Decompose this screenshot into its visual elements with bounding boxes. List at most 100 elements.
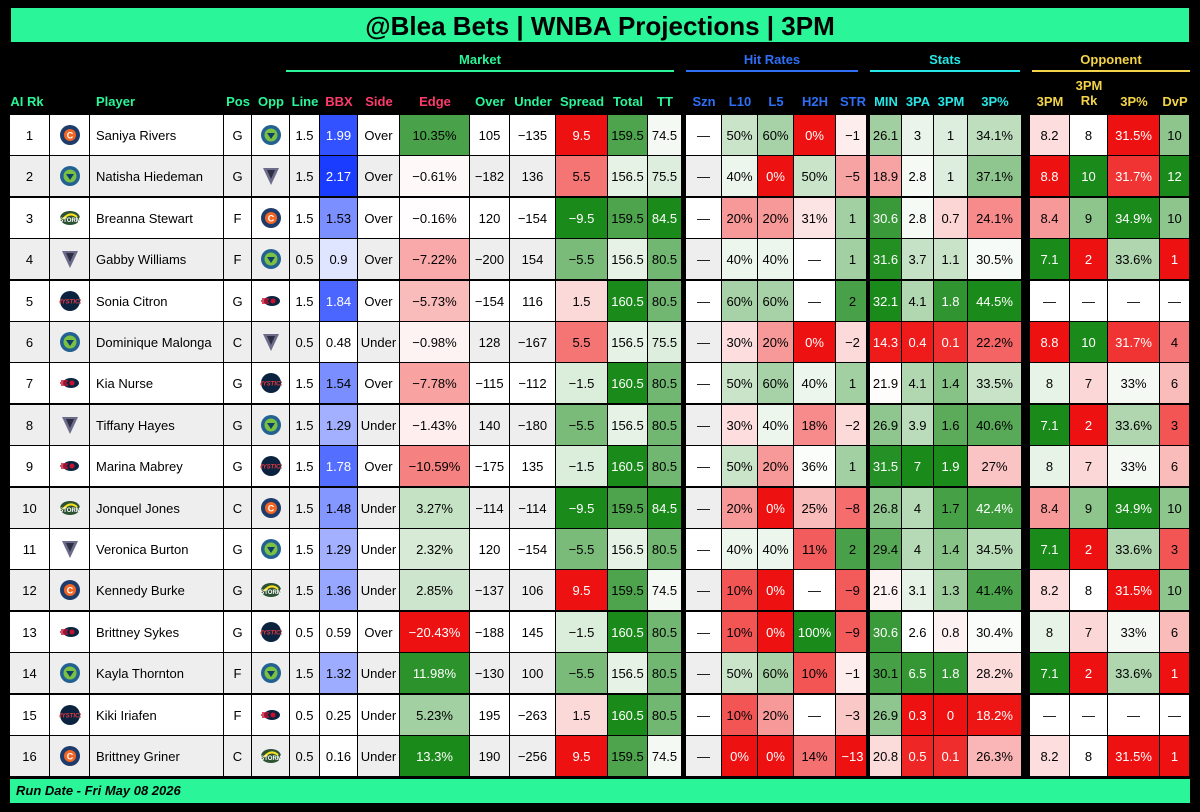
cell-spread: −5.5: [556, 529, 608, 570]
cell-szn: —: [686, 115, 722, 156]
cell-spread: −1.5: [556, 612, 608, 653]
cell-spread: 9.5: [556, 115, 608, 156]
cell-spread: −9.5: [556, 488, 608, 529]
cell-tt: 80.5: [648, 405, 682, 446]
cell-o-rk: 7: [1070, 612, 1108, 653]
cell-tpa: 4.1: [902, 363, 934, 404]
cell-tpa: 4: [902, 488, 934, 529]
cell-side: Over: [358, 198, 400, 239]
header-o-tpm: 3PM: [1036, 94, 1064, 109]
group-separator: [682, 156, 686, 197]
cell-min: 21.6: [870, 570, 902, 611]
cell-o-tpp: 33.6%: [1108, 239, 1160, 280]
cell-edge: −5.73%: [400, 281, 470, 322]
cell-under: −180: [510, 405, 556, 446]
cell-spread: −5.5: [556, 653, 608, 694]
cell-under: 154: [510, 239, 556, 280]
cell-rk: 16: [10, 736, 50, 777]
connecticut-sun-logo-icon: C: [59, 124, 81, 146]
cell-under: −154: [510, 529, 556, 570]
washington-mystics-logo-icon: MYSTICS: [260, 455, 282, 477]
group-separator: [682, 281, 686, 322]
cell-over: 120: [470, 529, 510, 570]
group-separator: [866, 570, 870, 611]
svg-text:STORM: STORM: [59, 508, 81, 514]
cell-o-tpp: 31.7%: [1108, 322, 1160, 363]
cell-pos: C: [224, 736, 252, 777]
group-separator: [866, 156, 870, 197]
cell-min: 21.9: [870, 363, 902, 404]
cell-str: −5: [836, 156, 870, 197]
cell-o-tpp: 33.6%: [1108, 653, 1160, 694]
svg-text:C: C: [66, 752, 73, 762]
cell-tpp: 41.4%: [968, 570, 1022, 611]
cell-edge: 2.32%: [400, 529, 470, 570]
cell-bbx: 2.17: [320, 156, 358, 197]
cell-under: 136: [510, 156, 556, 197]
cell-dvp: 10: [1160, 570, 1190, 611]
cell-total: 156.5: [608, 322, 648, 363]
cell-edge: −7.78%: [400, 363, 470, 404]
cell-spread: 1.5: [556, 695, 608, 736]
cell-min: 18.9: [870, 156, 902, 197]
group-separator: [866, 405, 870, 446]
cell-total: 156.5: [608, 405, 648, 446]
indiana-fever-logo-icon: [260, 290, 282, 312]
header-tpm: 3PM: [937, 94, 965, 109]
cell-l5: 20%: [758, 198, 794, 239]
svg-text:STORM: STORM: [260, 756, 282, 762]
cell-str: 1: [836, 446, 870, 487]
cell-min: 29.4: [870, 529, 902, 570]
group-separator: [866, 488, 870, 529]
cell-player: Jonquel Jones: [90, 488, 224, 529]
group-separator: [866, 281, 870, 322]
cell-line: 1.5: [290, 488, 320, 529]
cell-o-rk: 8: [1070, 570, 1108, 611]
cell-bbx: 0.48: [320, 322, 358, 363]
cell-under: −135: [510, 115, 556, 156]
opponent-logo: [252, 322, 290, 363]
cell-l10: 50%: [722, 115, 758, 156]
cell-rk: 12: [10, 570, 50, 611]
cell-l5: 60%: [758, 363, 794, 404]
cell-szn: —: [686, 281, 722, 322]
seattle-storm-logo-icon: STORM: [260, 579, 282, 601]
cell-str: −1: [836, 115, 870, 156]
cell-pos: G: [224, 570, 252, 611]
cell-l10: 10%: [722, 695, 758, 736]
cell-min: 30.1: [870, 653, 902, 694]
opponent-logo: C: [252, 198, 290, 239]
cell-l5: 60%: [758, 653, 794, 694]
cell-tpp: 26.3%: [968, 736, 1022, 777]
header-pos: Pos: [226, 94, 250, 109]
cell-edge: −20.43%: [400, 612, 470, 653]
cell-tpm: 1.8: [934, 281, 968, 322]
cell-over: −175: [470, 446, 510, 487]
cell-tpp: 37.1%: [968, 156, 1022, 197]
cell-edge: 10.35%: [400, 115, 470, 156]
cell-spread: 5.5: [556, 322, 608, 363]
cell-tpm: 1.1: [934, 239, 968, 280]
cell-edge: 11.98%: [400, 653, 470, 694]
cell-o-tpp: 33%: [1108, 612, 1160, 653]
group-separator: [866, 446, 870, 487]
cell-l5: 60%: [758, 115, 794, 156]
cell-tt: 80.5: [648, 363, 682, 404]
header-l5: L5: [768, 94, 784, 109]
group-separator: [1022, 156, 1030, 197]
cell-side: Under: [358, 529, 400, 570]
team-logo: MYSTICS: [50, 695, 90, 736]
cell-o-tpp: 33%: [1108, 363, 1160, 404]
cell-spread: 9.5: [556, 736, 608, 777]
cell-dvp: 1: [1160, 736, 1190, 777]
cell-over: 105: [470, 115, 510, 156]
cell-line: 0.5: [290, 322, 320, 363]
cell-player: Tiffany Hayes: [90, 405, 224, 446]
las-vegas-aces-logo-icon: [260, 331, 282, 353]
header-o-tpp: 3P%: [1120, 94, 1148, 109]
cell-tpa: 3.9: [902, 405, 934, 446]
svg-text:MYSTICS: MYSTICS: [59, 714, 81, 720]
cell-o-rk: 8: [1070, 736, 1108, 777]
cell-spread: −1.5: [556, 363, 608, 404]
